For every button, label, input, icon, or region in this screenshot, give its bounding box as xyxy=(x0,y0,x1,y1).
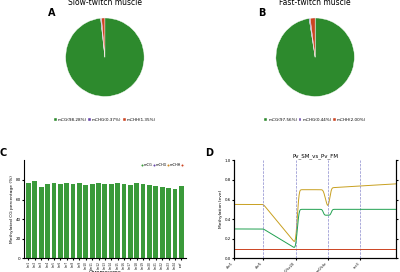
mCG/CG xyxy=(390,183,395,186)
Wedge shape xyxy=(66,18,144,97)
Wedge shape xyxy=(276,18,354,97)
mCG/CG xyxy=(320,188,324,191)
Bar xyxy=(128,185,133,258)
Bar xyxy=(26,183,31,258)
mCHG/CHG xyxy=(310,208,315,211)
Bar xyxy=(52,183,56,258)
Bar xyxy=(147,185,152,258)
Bar xyxy=(64,183,69,258)
mCG/CG xyxy=(310,188,315,191)
mCHH/CHH xyxy=(309,247,314,250)
Y-axis label: Methylation level: Methylation level xyxy=(219,190,223,228)
Line: mCG/CG: mCG/CG xyxy=(234,184,396,241)
Bar xyxy=(109,184,114,258)
Bar xyxy=(90,184,94,258)
mCHG/CHG xyxy=(300,208,305,211)
Text: D: D xyxy=(205,148,213,158)
Title: Fast-twitch muscle: Fast-twitch muscle xyxy=(279,0,351,7)
mCG/CG xyxy=(309,188,314,191)
mCG/CG xyxy=(394,182,398,186)
Bar xyxy=(71,184,76,258)
Bar xyxy=(172,189,177,258)
mCHH/CHH xyxy=(328,247,333,250)
Legend: mCG(97.56%), mCHG(0.44%), mCHH(2.00%): mCG(97.56%), mCHG(0.44%), mCHH(2.00%) xyxy=(264,118,366,122)
mCHH/CHH xyxy=(310,247,314,250)
Legend: mCG, mCHG, mCHH, : mCG, mCHG, mCHH, xyxy=(141,162,184,167)
mCHH/CHH xyxy=(319,247,324,250)
X-axis label: Chromosome: Chromosome xyxy=(88,270,121,272)
Bar xyxy=(83,185,88,258)
Bar xyxy=(58,184,63,258)
Text: B: B xyxy=(258,8,266,18)
Bar xyxy=(115,183,120,258)
Title: Pv_SM_vs_Pv_FM: Pv_SM_vs_Pv_FM xyxy=(292,153,338,159)
Bar xyxy=(154,186,158,258)
Title: Slow-twitch muscle: Slow-twitch muscle xyxy=(68,0,142,7)
mCHG/CHG xyxy=(232,227,237,231)
Wedge shape xyxy=(102,18,105,57)
Wedge shape xyxy=(101,18,105,57)
mCHG/CHG xyxy=(394,208,398,211)
Bar xyxy=(102,184,107,258)
Bar xyxy=(77,183,82,258)
mCHG/CHG xyxy=(309,208,314,211)
Bar xyxy=(96,183,101,258)
Y-axis label: Methylated CG percentage (%): Methylated CG percentage (%) xyxy=(10,175,14,243)
Bar xyxy=(45,184,50,258)
Bar xyxy=(179,186,184,258)
Bar xyxy=(166,188,171,258)
Bar xyxy=(39,187,44,258)
mCHH/CHH xyxy=(364,247,369,250)
Text: A: A xyxy=(48,8,56,18)
Text: C: C xyxy=(0,148,7,158)
mCG/CG xyxy=(328,190,333,194)
Wedge shape xyxy=(310,18,315,57)
mCG/CG xyxy=(292,240,297,243)
mCHH/CHH xyxy=(394,247,398,250)
mCHG/CHG xyxy=(329,211,334,214)
Bar xyxy=(141,184,146,258)
Bar xyxy=(134,183,139,258)
Bar xyxy=(122,184,126,258)
mCHG/CHG xyxy=(292,246,297,249)
Line: mCHG/CHG: mCHG/CHG xyxy=(234,209,396,247)
Bar xyxy=(32,181,37,258)
mCHH/CHH xyxy=(390,247,394,250)
mCHG/CHG xyxy=(390,208,395,211)
Wedge shape xyxy=(309,18,315,57)
mCHG/CHG xyxy=(365,208,370,211)
mCG/CG xyxy=(232,203,237,206)
mCHH/CHH xyxy=(232,247,237,250)
Legend: mCG(98.28%), mCHG(0.37%), mCHH(1.35%): mCG(98.28%), mCHG(0.37%), mCHH(1.35%) xyxy=(54,118,156,122)
Bar xyxy=(160,187,164,258)
mCHG/CHG xyxy=(320,209,325,212)
mCG/CG xyxy=(365,184,370,187)
